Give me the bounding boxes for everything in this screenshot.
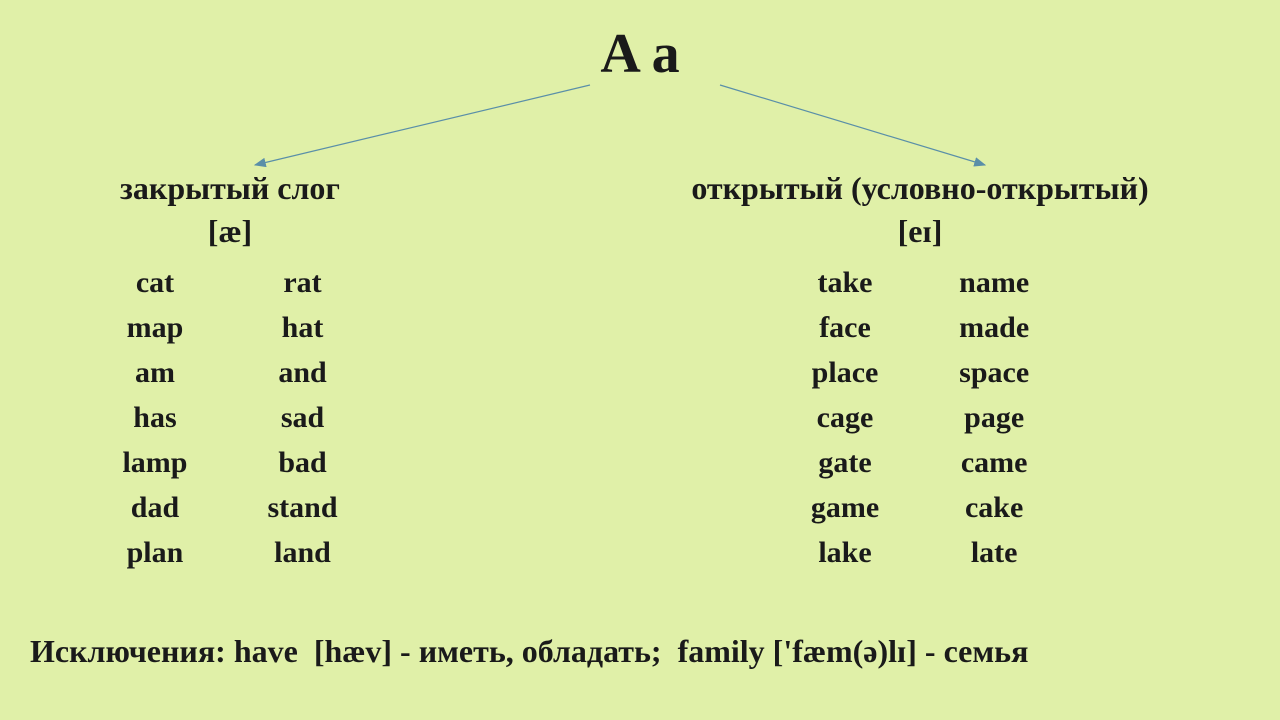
closed-syllable-title: закрытый слог	[40, 170, 420, 207]
open-syllable-branch: открытый (условно-открытый) [eɪ] takefac…	[620, 170, 1220, 575]
word: map	[127, 305, 184, 350]
word: lamp	[122, 440, 187, 485]
word: name	[959, 260, 1029, 305]
word: land	[274, 530, 331, 575]
word: place	[812, 350, 879, 395]
arrow-right	[720, 85, 985, 165]
word: space	[959, 350, 1029, 395]
closed-syllable-ipa: [æ]	[40, 213, 420, 250]
word: late	[971, 530, 1018, 575]
open-syllable-title: открытый (условно-открытый)	[620, 170, 1220, 207]
word: rat	[283, 260, 321, 305]
word: has	[133, 395, 176, 440]
page-title: A a	[0, 22, 1280, 86]
open-col-1: takefaceplacecagegategamelake	[811, 260, 879, 575]
word: stand	[267, 485, 337, 530]
open-syllable-ipa: [eɪ]	[620, 213, 1220, 250]
word: cage	[817, 395, 874, 440]
word: made	[959, 305, 1029, 350]
closed-col-2: rathatandsadbadstandland	[267, 260, 337, 575]
word: and	[278, 350, 326, 395]
word: face	[819, 305, 871, 350]
word: sad	[281, 395, 324, 440]
word: dad	[131, 485, 179, 530]
word: gate	[818, 440, 871, 485]
word: plan	[127, 530, 184, 575]
word: lake	[818, 530, 871, 575]
exceptions-line: Исключения: have [hæv] - иметь, обладать…	[30, 633, 1028, 670]
word: page	[964, 395, 1024, 440]
word: am	[135, 350, 175, 395]
word: bad	[278, 440, 326, 485]
word: cat	[136, 260, 174, 305]
closed-col-1: catmapamhaslampdadplan	[122, 260, 187, 575]
closed-syllable-branch: закрытый слог [æ] catmapamhaslampdadplan…	[40, 170, 420, 575]
word: cake	[965, 485, 1023, 530]
word: hat	[282, 305, 324, 350]
word: take	[818, 260, 873, 305]
arrow-left	[255, 85, 590, 165]
word: came	[961, 440, 1028, 485]
open-col-2: namemadespacepagecamecakelate	[959, 260, 1029, 575]
word: game	[811, 485, 879, 530]
